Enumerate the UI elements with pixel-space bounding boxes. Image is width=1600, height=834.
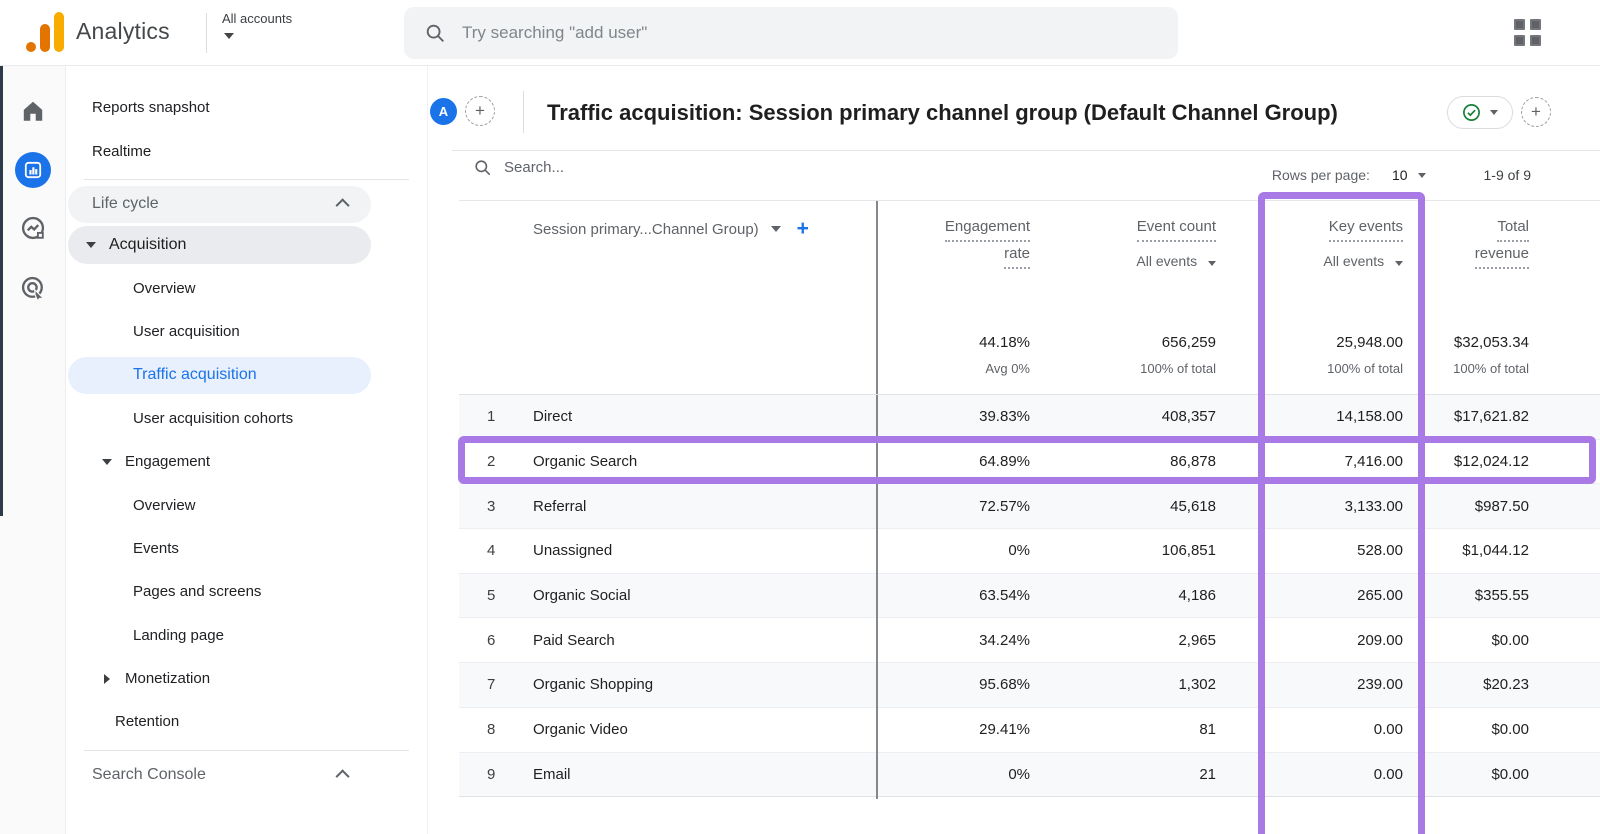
column-header-engagement-rate[interactable]: Engagement rate xyxy=(944,215,1030,269)
header-divider xyxy=(523,91,524,133)
analytics-logo-icon[interactable] xyxy=(26,12,68,53)
sidebar-item-events[interactable]: Events xyxy=(133,539,179,557)
sidebar-collection-search-console[interactable]: Search Console xyxy=(68,757,371,794)
sidebar-section-acquisition[interactable]: Acquisition xyxy=(68,225,371,264)
totals-total-revenue: $32,053.34 100% of total xyxy=(1453,334,1529,376)
table-row-referral[interactable]: 3 Referral 72.57% 45,618 3,133.00 $987.5… xyxy=(459,484,1600,530)
add-comparison-button[interactable]: + xyxy=(465,96,495,126)
sidebar-item-engagement-overview[interactable]: Overview xyxy=(133,496,196,514)
report-nav-sidebar: Reports snapshot Realtime Life cycle Acq… xyxy=(66,66,428,834)
sidebar-item-user-acquisition-cohorts[interactable]: User acquisition cohorts xyxy=(133,409,294,427)
add-dimension-button[interactable]: + xyxy=(796,217,809,240)
sidebar-divider xyxy=(84,749,409,751)
approved-check-icon xyxy=(1463,104,1480,121)
sidebar-section-monetization[interactable]: Monetization xyxy=(66,657,427,700)
expand-arrow-icon xyxy=(104,673,110,684)
chevron-down-icon xyxy=(224,33,234,39)
customize-report-button[interactable]: + xyxy=(1521,97,1551,127)
table-pagination: Rows per page: 10 1-9 of 9 xyxy=(1272,150,1531,200)
window-edge-strip xyxy=(0,66,3,516)
header-rule xyxy=(452,150,1600,151)
icon-rail xyxy=(0,66,66,834)
totals-engagement: 44.18% Avg 0% xyxy=(979,334,1030,376)
table-row-organic-shopping[interactable]: 7 Organic Shopping 95.68% 1,302 239.00 $… xyxy=(459,663,1600,708)
table-row-direct[interactable]: 1 Direct 39.83% 408,357 14,158.00 $17,62… xyxy=(459,395,1600,440)
chevron-down-icon xyxy=(1395,261,1403,266)
chevron-down-icon xyxy=(770,226,781,232)
explore-icon[interactable] xyxy=(0,214,66,242)
sidebar-item-retention[interactable]: Retention xyxy=(115,713,180,731)
report-main: A + Traffic acquisition: Session primary… xyxy=(428,66,1600,834)
sidebar-divider xyxy=(84,178,409,180)
sidebar-item-user-acquisition[interactable]: User acquisition xyxy=(133,323,240,341)
avatar[interactable]: A xyxy=(430,98,457,125)
event-count-filter[interactable]: All events xyxy=(1136,249,1216,273)
sidebar-item-realtime[interactable]: Realtime xyxy=(92,142,152,160)
sidebar-item-pages-and-screens[interactable]: Pages and screens xyxy=(133,583,262,601)
table-search-input[interactable] xyxy=(504,159,764,176)
column-header-total-revenue[interactable]: Total revenue xyxy=(1474,215,1529,269)
column-header-event-count[interactable]: Event count All events xyxy=(1136,215,1216,273)
table-row-email[interactable]: 9 Email 0% 21 0.00 $0.00 xyxy=(459,752,1600,798)
expand-arrow-icon xyxy=(86,241,96,248)
table-search[interactable] xyxy=(473,158,764,177)
totals-key-events: 25,948.00 100% of total xyxy=(1327,334,1403,376)
table-row-organic-search[interactable]: 2 Organic Search 64.89% 86,878 7,416.00 … xyxy=(459,440,1600,485)
account-selector-label: All accounts xyxy=(222,11,293,26)
chevron-down-icon xyxy=(1208,261,1216,266)
pagination-range: 1-9 of 9 xyxy=(1483,167,1531,183)
column-divider xyxy=(876,201,878,799)
chevron-up-icon xyxy=(335,198,350,213)
add-icon: + xyxy=(475,101,485,120)
sidebar-item-traffic-acquisition[interactable]: Traffic acquisition xyxy=(68,356,371,394)
search-icon xyxy=(426,24,444,42)
reports-icon[interactable] xyxy=(0,152,66,188)
add-icon: + xyxy=(1531,102,1541,121)
brand-title: Analytics xyxy=(76,18,170,44)
topbar-divider xyxy=(206,13,207,53)
sidebar-item-landing-page[interactable]: Landing page xyxy=(133,626,224,644)
table-row-organic-video[interactable]: 8 Organic Video 29.41% 81 0.00 $0.00 xyxy=(459,708,1600,753)
chevron-up-icon xyxy=(335,769,350,784)
traffic-table: Session primary...Channel Group) + Engag… xyxy=(459,200,1600,799)
table-row-organic-social[interactable]: 5 Organic Social 63.54% 4,186 265.00 $35… xyxy=(459,573,1600,619)
sidebar-collection-life-cycle[interactable]: Life cycle xyxy=(68,185,371,223)
page-title: Traffic acquisition: Session primary cha… xyxy=(547,100,1338,125)
account-selector[interactable]: All accounts xyxy=(222,11,292,39)
rows-per-page-value[interactable]: 10 xyxy=(1391,167,1408,183)
dimension-header-dropdown[interactable]: Session primary...Channel Group) + xyxy=(533,217,809,240)
table-row-unassigned[interactable]: 4 Unassigned 0% 106,851 528.00 $1,044.12 xyxy=(459,529,1600,574)
top-app-bar: Analytics All accounts xyxy=(0,0,1600,66)
table-header-row: Session primary...Channel Group) + Engag… xyxy=(459,201,1600,395)
global-search-input[interactable] xyxy=(462,23,1158,43)
global-search[interactable] xyxy=(404,7,1178,59)
key-events-filter[interactable]: All events xyxy=(1323,249,1403,273)
chevron-down-icon xyxy=(1490,110,1498,115)
totals-event-count: 656,259 100% of total xyxy=(1140,334,1216,376)
advertising-icon[interactable] xyxy=(0,274,66,302)
search-icon xyxy=(475,160,491,176)
sidebar-item-reports-snapshot[interactable]: Reports snapshot xyxy=(92,99,210,117)
expand-arrow-icon xyxy=(102,458,112,465)
report-status-button[interactable] xyxy=(1447,96,1513,129)
column-header-key-events[interactable]: Key events All events xyxy=(1323,215,1403,273)
sidebar-item-acquisition-overview[interactable]: Overview xyxy=(133,279,196,297)
apps-grid-icon[interactable] xyxy=(1514,19,1544,49)
sidebar-section-engagement[interactable]: Engagement xyxy=(66,440,427,483)
chevron-down-icon[interactable] xyxy=(1417,172,1426,178)
table-row-paid-search[interactable]: 6 Paid Search 34.24% 2,965 209.00 $0.00 xyxy=(459,618,1600,664)
home-icon[interactable] xyxy=(0,98,66,124)
rows-per-page-label: Rows per page: xyxy=(1271,167,1370,183)
